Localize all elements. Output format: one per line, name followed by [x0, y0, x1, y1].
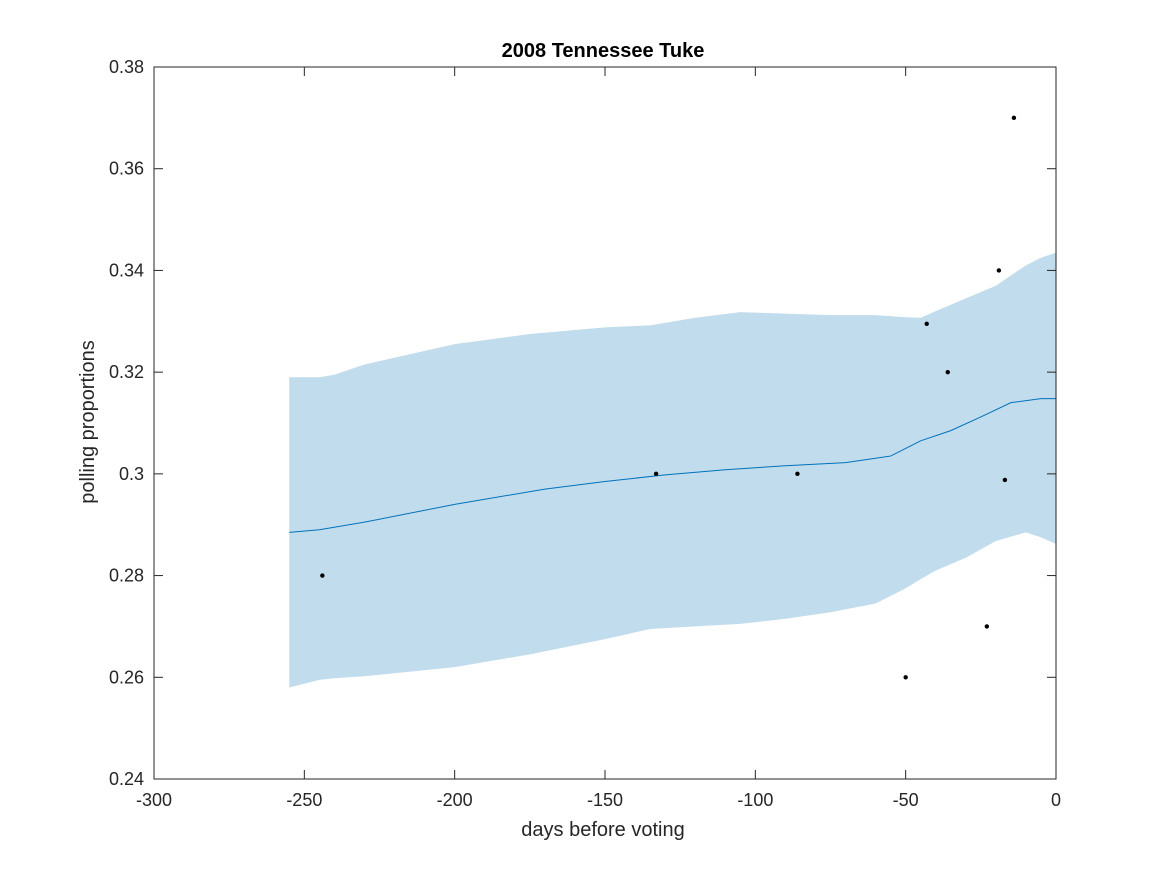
plot-area: -300 -250 -200 -150 -100 -50 0 0.24 0.26 0.28 0.3 0… — [109, 57, 1061, 810]
x-tick-label: -300 — [136, 790, 172, 810]
data-point — [945, 369, 950, 375]
x-axis-label: days before voting — [521, 819, 684, 841]
x-tick-label: -50 — [893, 790, 919, 810]
y-tick-label: 0.38 — [109, 57, 144, 77]
x-tick-label: -250 — [286, 790, 322, 810]
x-tick-label: 0 — [1051, 790, 1061, 810]
y-tick-label: 0.24 — [109, 769, 144, 789]
y-axis-label: polling proportions — [77, 340, 99, 503]
data-point — [1002, 477, 1008, 483]
chart-title: 2008 Tennessee Tuke — [502, 40, 705, 62]
x-tick-label: -100 — [737, 790, 773, 810]
trend-line — [289, 398, 1056, 533]
data-point — [320, 573, 325, 578]
data-point — [1011, 115, 1017, 121]
data-point — [903, 675, 908, 680]
data-point — [795, 471, 800, 477]
confidence-band — [289, 252, 1056, 688]
x-tick-label: -150 — [587, 790, 623, 810]
data-point — [653, 471, 659, 477]
y-tick-label: 0.34 — [109, 260, 144, 280]
y-tick-label: 0.26 — [109, 667, 144, 687]
y-tick-label: 0.32 — [109, 362, 144, 382]
data-point — [996, 268, 1002, 273]
data-point — [984, 624, 990, 629]
y-tick-label: 0.36 — [109, 159, 144, 179]
data-point — [924, 321, 929, 327]
y-tick-label: 0.28 — [109, 566, 144, 586]
y-tick-label: 0.3 — [119, 464, 144, 484]
x-tick-label: -200 — [437, 790, 473, 810]
